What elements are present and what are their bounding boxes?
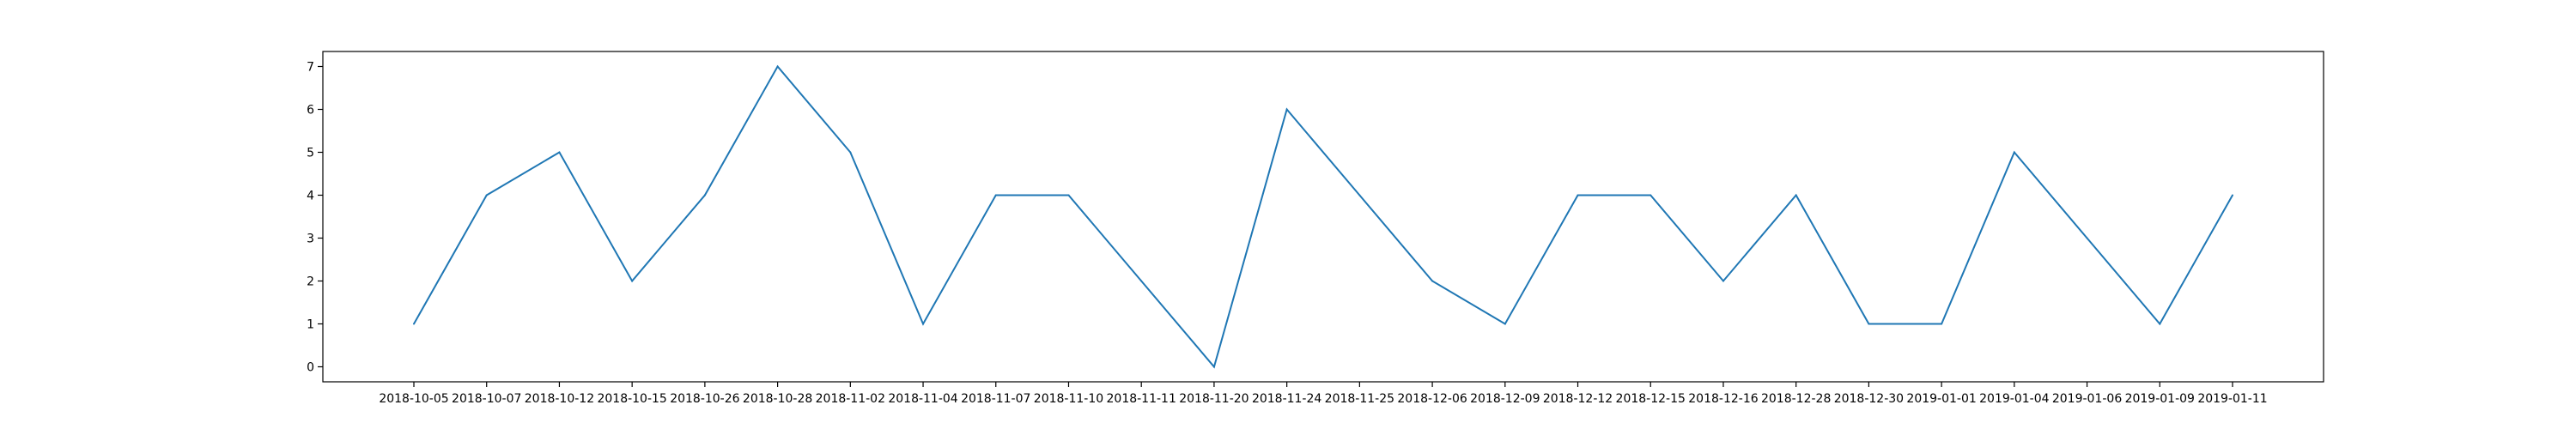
x-tick-label: 2019-01-09 xyxy=(2125,392,2195,406)
series-line xyxy=(413,64,2233,369)
x-tick-label: 2018-12-12 xyxy=(1543,392,1613,406)
x-tick-label: 2018-12-16 xyxy=(1688,392,1758,406)
y-tick-label: 5 xyxy=(307,147,314,160)
data-point xyxy=(1504,323,1506,325)
x-axis: 2018-10-05 2018-10-07 2018-10-12 2018-10-15… xyxy=(379,382,2268,406)
series-layer xyxy=(413,64,2233,369)
y-tick-label: 3 xyxy=(307,233,314,246)
data-point xyxy=(2013,151,2015,154)
data-point xyxy=(2086,237,2088,239)
data-point xyxy=(1431,280,1434,282)
data-point xyxy=(2232,194,2233,196)
data-point xyxy=(776,65,779,68)
x-tick-label: 2018-10-12 xyxy=(525,392,594,406)
x-tick-label: 2018-12-06 xyxy=(1397,392,1467,406)
x-tick-label: 2018-11-02 xyxy=(816,392,885,406)
data-point xyxy=(1722,280,1724,282)
x-tick-label: 2018-11-11 xyxy=(1107,392,1176,406)
x-tick-label: 2018-12-15 xyxy=(1616,392,1686,406)
data-point xyxy=(703,194,706,196)
plot-frame xyxy=(322,51,2324,383)
x-tick-label: 2019-01-11 xyxy=(2197,392,2267,406)
data-point xyxy=(1941,323,1943,325)
data-point xyxy=(1795,194,1797,196)
data-point xyxy=(922,323,925,325)
x-tick-label: 2018-11-07 xyxy=(961,392,1030,406)
data-point xyxy=(2159,323,2161,325)
data-point xyxy=(1285,108,1288,111)
y-tick-label: 6 xyxy=(307,104,314,118)
data-point xyxy=(1358,194,1361,196)
data-point xyxy=(413,323,415,325)
x-tick-label: 2018-11-24 xyxy=(1252,392,1321,406)
data-point xyxy=(849,151,852,154)
y-tick-label: 7 xyxy=(307,61,314,75)
x-tick-label: 2019-01-04 xyxy=(1979,392,2049,406)
data-point xyxy=(1577,194,1579,196)
y-axis: 0 1 2 3 4 5 6 7 xyxy=(307,61,323,375)
plot-area xyxy=(323,51,2324,382)
x-tick-label: 2018-10-26 xyxy=(670,392,739,406)
data-point xyxy=(1868,323,1870,325)
data-point xyxy=(1140,280,1143,282)
y-tick-label: 1 xyxy=(307,318,314,332)
data-point xyxy=(558,151,561,154)
y-tick-label: 2 xyxy=(307,275,314,289)
data-point xyxy=(485,194,488,196)
x-tick-label: 2019-01-01 xyxy=(1906,392,1976,406)
x-tick-label: 2018-11-25 xyxy=(1325,392,1394,406)
x-tick-label: 2018-10-15 xyxy=(597,392,666,406)
x-tick-label: 2018-10-05 xyxy=(379,392,448,406)
x-tick-label: 2018-12-28 xyxy=(1761,392,1831,406)
x-tick-label: 2018-10-28 xyxy=(743,392,812,406)
x-tick-label: 2018-11-10 xyxy=(1034,392,1103,406)
y-tick-label: 4 xyxy=(307,190,314,203)
x-tick-label: 2019-01-06 xyxy=(2052,392,2122,406)
data-point xyxy=(1212,366,1215,368)
x-tick-label: 2018-12-30 xyxy=(1834,392,1904,406)
data-point xyxy=(1649,194,1652,196)
x-tick-label: 2018-11-04 xyxy=(888,392,957,406)
x-tick-label: 2018-10-07 xyxy=(452,392,521,406)
x-tick-label: 2018-12-09 xyxy=(1470,392,1540,406)
data-point xyxy=(994,194,997,196)
data-point xyxy=(1067,194,1070,196)
y-tick-label: 0 xyxy=(307,361,314,375)
data-point xyxy=(631,280,634,282)
x-tick-label: 2018-11-20 xyxy=(1179,392,1249,406)
